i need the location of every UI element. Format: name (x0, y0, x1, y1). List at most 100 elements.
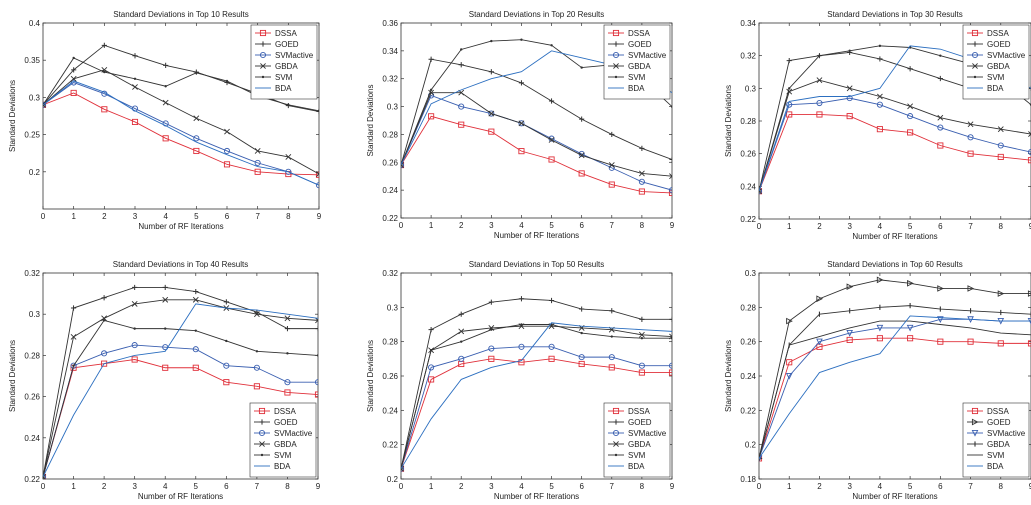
data-point-dssa (876, 335, 883, 342)
series-line-svm (43, 57, 319, 112)
series-line-bda (401, 322, 672, 469)
data-point-dssa (518, 148, 525, 155)
chart-5: Standard Deviations in Top 50 Results 0 1 2… (366, 260, 675, 501)
x-tick-label: 7 (968, 222, 973, 231)
legend-marker (972, 63, 978, 69)
data-point-dssa (638, 188, 645, 195)
x-tick-label: 2 (102, 212, 107, 221)
data-point-svmactive (785, 372, 793, 380)
data-point-dssa (786, 359, 793, 366)
data-point-dssa (162, 364, 169, 371)
data-point-dssa (967, 338, 974, 345)
x-tick-label: 4 (878, 222, 883, 231)
data-point-goed (518, 296, 525, 302)
data-point-svm (225, 79, 229, 83)
data-point-gbda (488, 110, 495, 117)
data-point-svm (520, 38, 523, 41)
series-line-dssa (43, 92, 319, 176)
x-tick-label: 6 (225, 212, 230, 221)
data-point-svmactive (43, 473, 47, 479)
data-point-dssa (223, 161, 231, 168)
data-point-gbda (669, 173, 672, 180)
y-tick-label: 0.24 (740, 372, 756, 381)
y-tick-label: 0.24 (24, 434, 40, 443)
data-point-svmactive (488, 345, 495, 352)
series-line-gbda (759, 305, 1031, 459)
legend-box (603, 24, 671, 100)
data-point-svm (317, 109, 319, 112)
y-tick-label: 0.28 (24, 351, 40, 360)
data-point-dssa (786, 111, 793, 118)
legend-box (250, 24, 318, 100)
legend-marker (971, 29, 979, 37)
series-line-svmactive (401, 94, 672, 191)
data-point-goed (71, 67, 77, 73)
legend-marker (260, 63, 266, 69)
data-point-goed (877, 56, 883, 62)
data-point-gbda (70, 75, 77, 82)
data-point-gbda (816, 77, 823, 84)
legend-box (962, 24, 1030, 100)
y-tick-label: 0.35 (24, 56, 40, 65)
series-layer (43, 42, 319, 189)
legend-marker (612, 407, 620, 415)
data-point-svmactive (937, 124, 944, 131)
y-tick-label: 0.32 (740, 52, 756, 61)
data-point-svmactive (548, 343, 555, 350)
legend-label: DSSA (628, 407, 650, 416)
x-tick-label: 0 (757, 482, 762, 491)
data-point-goed (518, 80, 525, 86)
data-point-goed (428, 56, 434, 62)
data-point-goed (458, 62, 464, 68)
data-point-gbda (401, 465, 404, 472)
data-point-goed (162, 284, 168, 291)
legend-marker (259, 441, 265, 447)
chart-title: Standard Deviations in Top 10 Results (113, 10, 249, 19)
x-tick-label: 9 (670, 221, 675, 230)
data-point-goed (132, 284, 138, 291)
data-point-dssa (638, 369, 645, 376)
x-tick-label: 1 (71, 482, 76, 491)
data-point-goed (759, 188, 762, 194)
data-point-gbda (284, 315, 291, 322)
series-line-bda (43, 303, 318, 478)
data-point-svmactive (314, 379, 318, 386)
data-point-svmactive (284, 379, 291, 386)
legend-marker (259, 419, 265, 425)
x-tick-label: 1 (429, 221, 434, 230)
data-point-goed (401, 162, 404, 168)
data-point-goed (786, 317, 793, 325)
legend-marker (260, 453, 264, 457)
data-point-dssa (131, 356, 138, 363)
legend: DSSA GOED SVMactive GBDA SVM BDA (603, 402, 671, 478)
data-point-svmactive (846, 330, 853, 337)
series-line-gbda (401, 92, 672, 177)
x-tick-label: 6 (579, 221, 584, 230)
data-point-svmactive (223, 362, 230, 369)
series-line-svm (43, 319, 318, 478)
legend-label: GOED (987, 418, 1011, 427)
legend-label: GOED (628, 418, 652, 427)
y-axis-label: Standard Deviations (724, 85, 733, 157)
y-tick-label: 0.25 (24, 131, 40, 140)
x-tick-label: 5 (194, 212, 199, 221)
x-tick-label: 7 (968, 482, 973, 491)
x-tick-label: 6 (579, 482, 584, 491)
series-line-goed (43, 44, 319, 112)
y-tick-label: 0.3 (387, 303, 399, 312)
x-tick-label: 2 (817, 222, 822, 231)
data-point-dssa (937, 338, 944, 345)
x-axis-label: Number of RF Iterations (852, 492, 937, 501)
data-point-dssa (937, 142, 944, 149)
data-point-goed (488, 299, 494, 305)
data-point-svm (286, 352, 289, 355)
legend-marker (971, 418, 979, 426)
x-tick-label: 9 (670, 482, 675, 491)
legend-label: SVMactive (628, 429, 667, 438)
data-point-svmactive (668, 187, 672, 194)
x-tick-label: 9 (1029, 482, 1031, 491)
legend-label: GOED (628, 40, 652, 49)
data-point-svm (490, 39, 493, 43)
data-point-svmactive (101, 350, 108, 357)
data-point-gbda (285, 154, 292, 160)
